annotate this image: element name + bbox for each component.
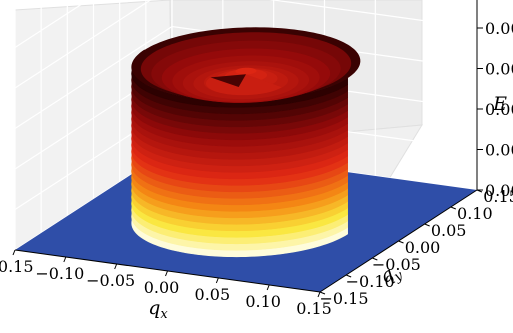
x-tick-mark [114, 263, 118, 270]
y-tick-label: 0.10 [457, 204, 493, 223]
x-tick-mark [12, 249, 16, 256]
y-tick-label: 0.05 [431, 221, 467, 240]
z-tick-label: 0.0006 [485, 181, 513, 200]
grid-line-z [14, 25, 478, 130]
x-tick-label: 0.10 [245, 292, 281, 311]
y-tick-mark [424, 223, 430, 227]
x-tick-mark [63, 256, 67, 263]
y-tick-mark [372, 257, 378, 261]
x-tick-label: −0.10 [35, 264, 84, 283]
x-tick-mark [215, 277, 219, 284]
y-tick-mark [398, 240, 404, 244]
y-tick-label: −0.10 [346, 272, 395, 291]
x-tick-label: 0.00 [144, 278, 180, 297]
y-tick-mark [319, 291, 326, 295]
y-tick-labels: −0.15−0.10−0.050.000.050.100.15 [319, 187, 513, 308]
y-tick-label: −0.15 [319, 289, 368, 308]
y-tick-mark [345, 274, 352, 278]
x-tick-mark [165, 270, 168, 277]
x-tick-label: 0.05 [195, 285, 231, 304]
y-tick-label: 0.00 [405, 238, 441, 257]
y-tick-mark [450, 206, 457, 210]
x-axis-label-sub: x [160, 307, 168, 322]
x-tick-label: 0.15 [296, 299, 332, 318]
surface-center-peak-shade [210, 74, 246, 88]
x-tick-labels: −0.15−0.10−0.05 0.00 0.05 0.10 0.15 [0, 249, 332, 318]
x-axis-label-main: q [148, 297, 160, 319]
z-tick-label: 0.0000 [485, 60, 513, 79]
x-tick-label: −0.05 [86, 271, 135, 290]
z-tick-label: 0.0002 [485, 19, 513, 38]
z-tick-labels: 0.00060.00040.00020.00000.00020.00040.00… [477, 19, 513, 200]
y-tick-label: 0.15 [483, 187, 513, 206]
x-tick-mark [317, 291, 321, 298]
grid-line-z [14, 0, 478, 89]
z-axis-label: E [492, 93, 507, 115]
x-tick-mark [266, 284, 270, 291]
crater-surface [131, 27, 361, 258]
z-tick-label: 0.0002 [485, 100, 513, 119]
y-tick-label: −0.05 [372, 255, 421, 274]
x-tick-label: −0.15 [0, 257, 34, 276]
surface-bowl-ring [235, 67, 257, 75]
grid-line-z [14, 0, 90, 49]
x-axis-label: qx [148, 297, 168, 322]
z-tick-label: 0.0004 [485, 141, 513, 160]
